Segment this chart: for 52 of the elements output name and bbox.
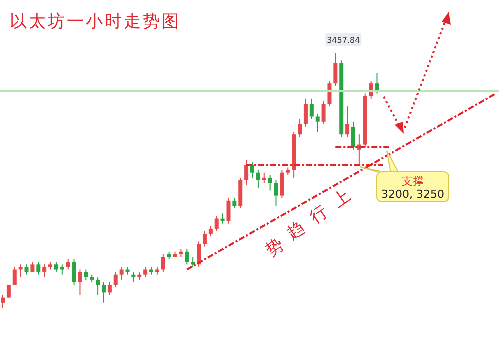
candlestick [369,80,374,100]
candlestick [12,266,17,286]
candlestick [18,264,23,278]
candlestick [334,53,338,87]
candlestick [102,282,106,304]
candlestick [144,266,148,278]
candlestick [191,256,196,268]
candlestick [298,118,302,138]
candlestick [304,98,308,128]
candlestick [208,226,213,238]
candlestick [250,162,254,178]
candlestick [54,262,58,273]
candlestick [42,264,47,278]
candlestick [280,170,284,199]
candlestick [268,174,272,192]
candlestick [256,170,260,189]
candlestick [1,294,5,308]
candlestick [262,172,266,184]
candlestick [322,100,326,125]
candlestick [351,121,356,150]
candlestick [60,264,64,276]
candlestick [220,213,225,224]
annotation: 支撑 3200, 3250 [382,175,444,201]
candlestick [316,114,320,133]
text: 3457.84 [327,36,360,45]
candlestick [30,262,35,273]
candlestick [346,106,350,138]
candlestick [108,282,112,296]
candlestick [132,272,136,283]
candlestick [375,72,380,94]
chart-title: 以太坊一小时走势图 [10,11,181,33]
candlestick [24,264,29,276]
candlestick [202,231,207,248]
candlestick [120,266,124,280]
candlestick [328,80,332,108]
candlestick [96,276,100,296]
candlestick [36,262,41,276]
candlestick [244,160,249,186]
candlestick [214,216,219,232]
candlestick [6,284,11,298]
candlestick [66,259,70,270]
candlestick [274,180,278,206]
candlestick [310,98,314,120]
candlestick [232,198,237,210]
candlestick [78,269,82,296]
candlestick [161,254,166,273]
candlestick [114,272,118,288]
annotation: 上行趋势 [262,186,355,261]
candlestick [72,259,76,286]
candlestick [84,269,88,280]
candlestick [185,248,190,266]
candlestick [226,198,231,224]
